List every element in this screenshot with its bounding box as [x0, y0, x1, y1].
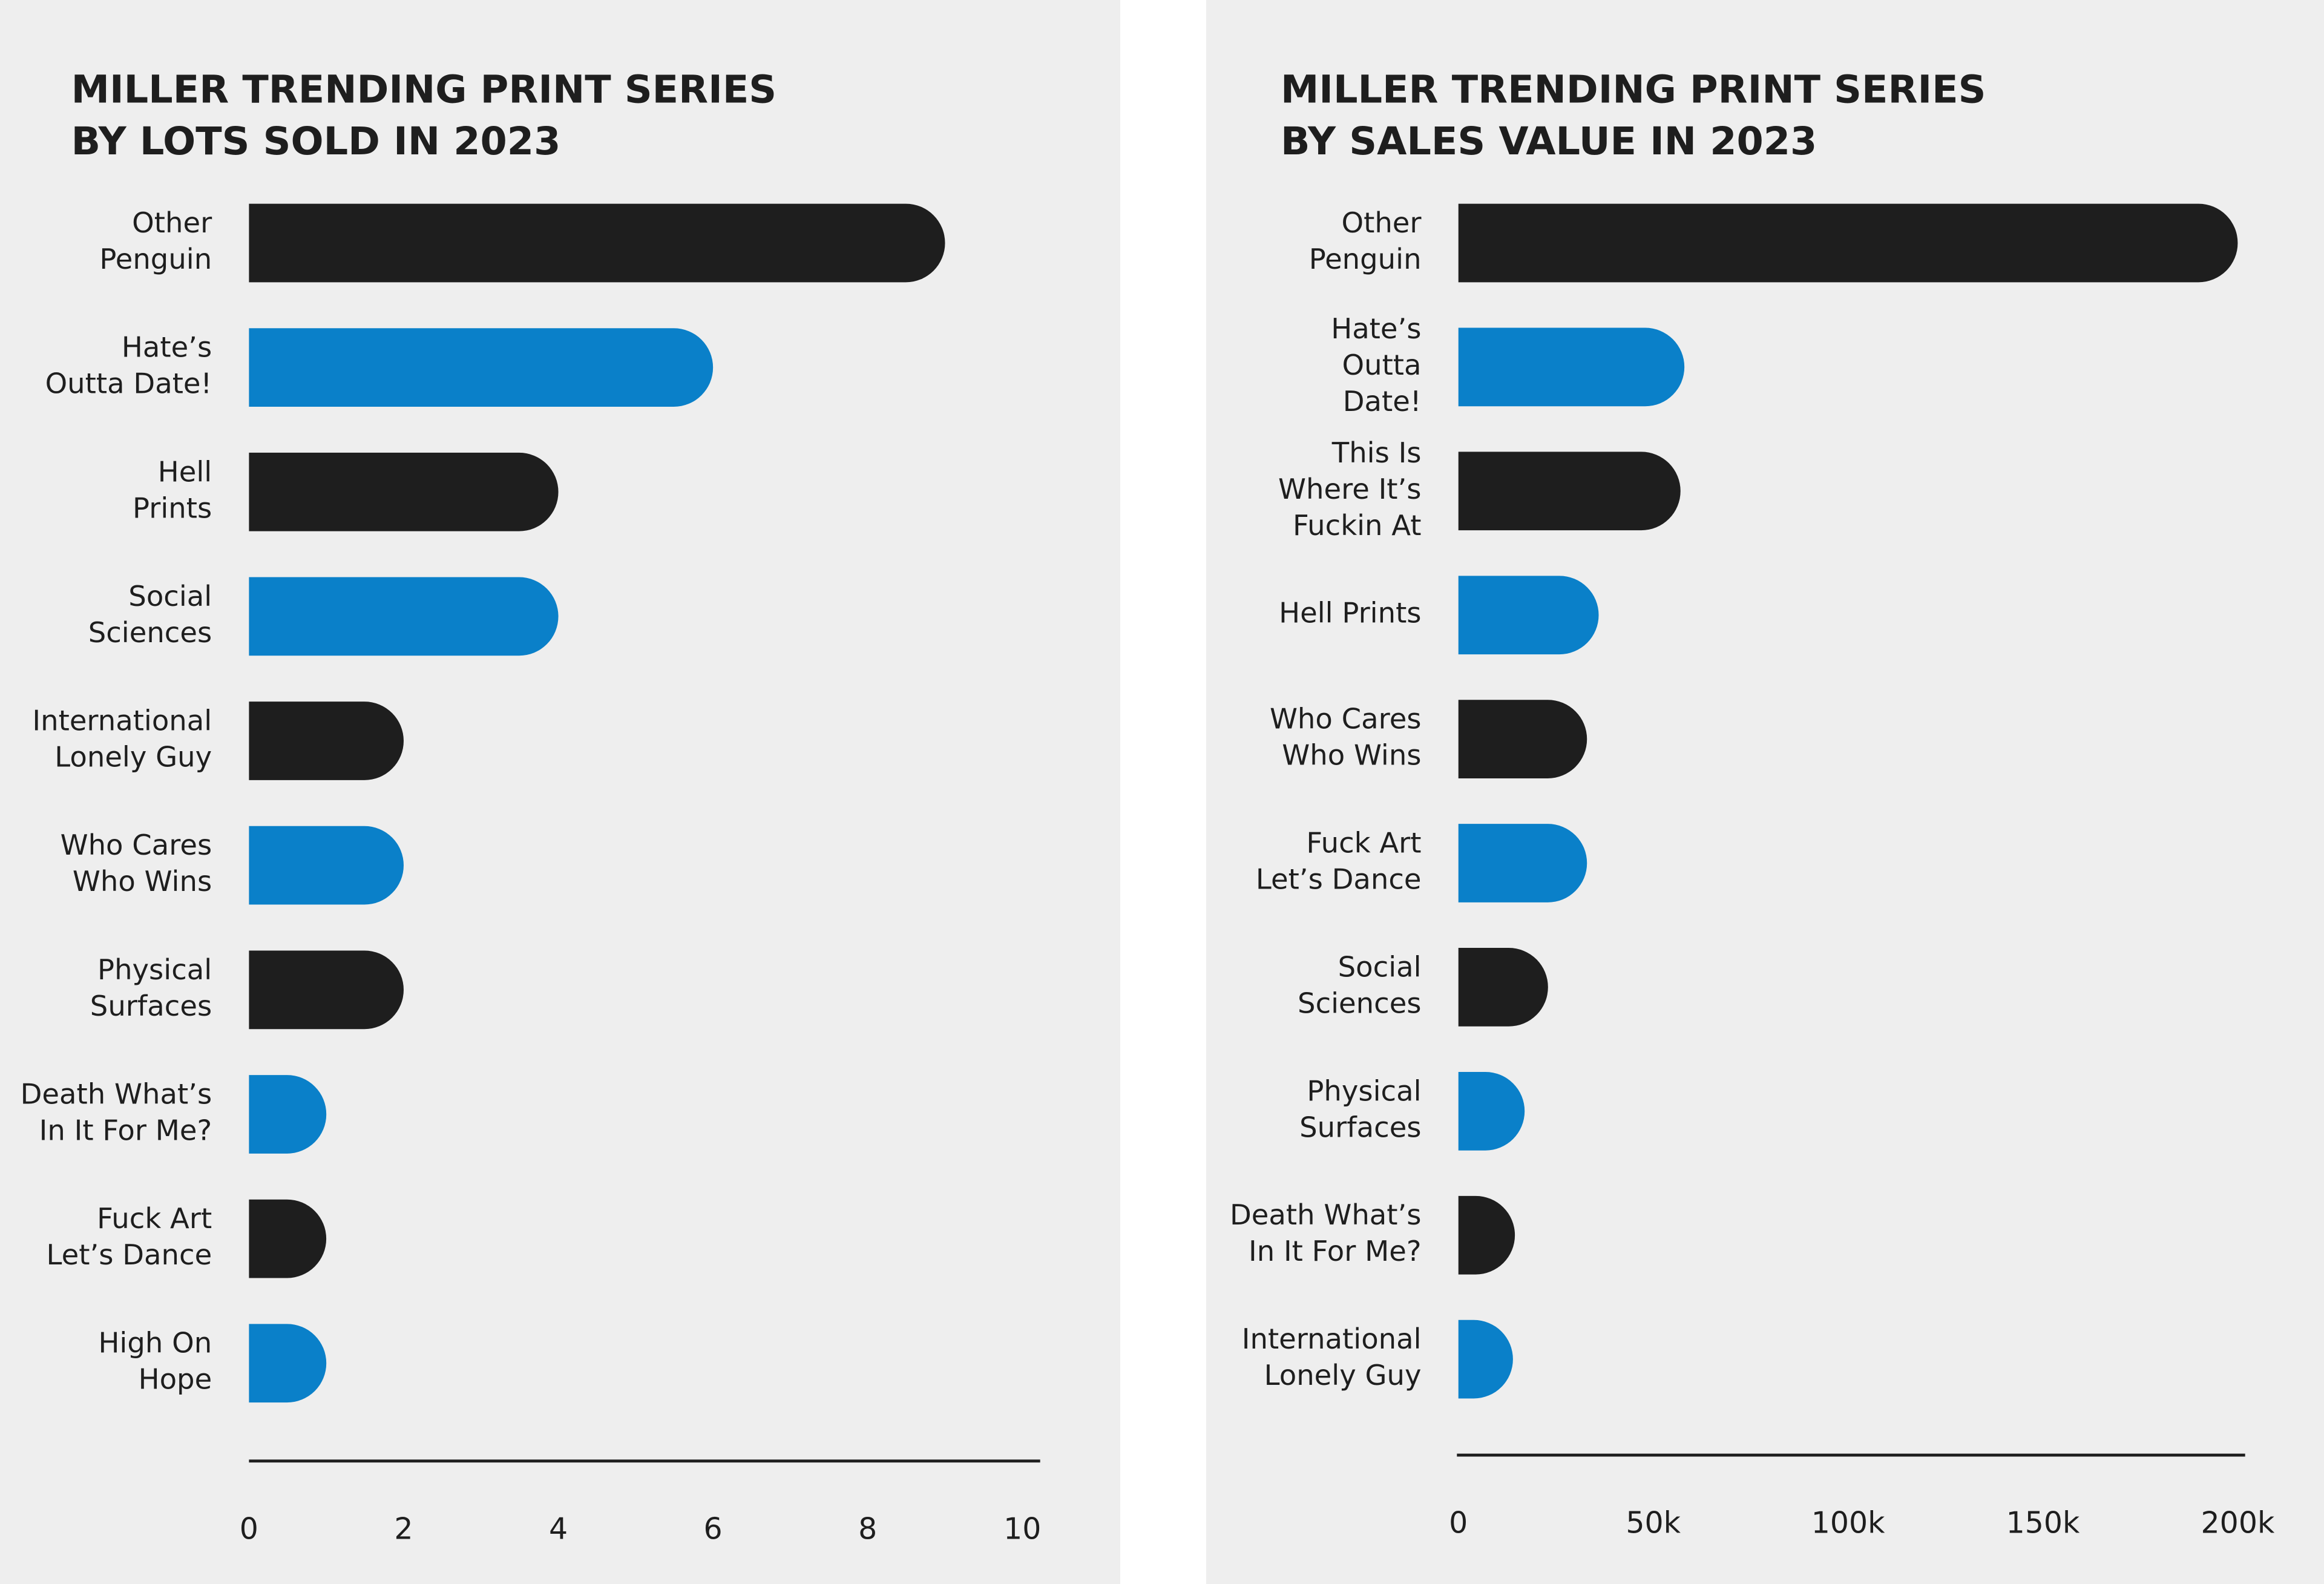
- category-label: Surfaces: [1299, 1111, 1421, 1143]
- bar: [249, 950, 404, 1030]
- category-label: Social: [128, 580, 212, 613]
- x-tick-label: 4: [549, 1511, 568, 1546]
- category-label: Physical: [97, 953, 212, 986]
- category-label: Outta Date!: [45, 367, 212, 400]
- category-label: Hope: [139, 1363, 212, 1396]
- bar: [1458, 327, 1685, 407]
- category-label: Who Cares: [61, 829, 212, 861]
- category-label: Who Wins: [1282, 739, 1421, 772]
- bar: [1458, 576, 1599, 655]
- category-label: Who Wins: [73, 865, 212, 898]
- category-label: Outta: [1342, 349, 1422, 381]
- x-tick-label: 0: [1449, 1506, 1468, 1540]
- category-label: This Is: [1331, 436, 1422, 469]
- x-tick-label: 10: [1003, 1511, 1041, 1546]
- x-tick-label: 50k: [1626, 1506, 1681, 1540]
- category-label: Lonely Guy: [1264, 1359, 1422, 1392]
- chart-title: BY LOTS SOLD IN 2023: [71, 119, 561, 164]
- category-label: Fuck Art: [1306, 827, 1421, 859]
- bar: [1458, 1195, 1515, 1275]
- category-label: Death What’s: [21, 1077, 212, 1110]
- category-label: Lonely Guy: [54, 741, 212, 774]
- bar: [249, 577, 559, 656]
- bar: [1458, 203, 2238, 283]
- bar: [249, 1199, 327, 1278]
- bar: [249, 702, 404, 780]
- category-label: Fuckin At: [1293, 509, 1422, 542]
- category-label: Hell Prints: [1279, 597, 1421, 629]
- x-tick-label: 8: [858, 1511, 877, 1546]
- chart-title: MILLER TRENDING PRINT SERIES: [1281, 67, 1986, 112]
- chart-panel: MILLER TRENDING PRINT SERIES BY LOTS SOLD…: [0, 0, 1120, 1584]
- bar: [249, 452, 559, 531]
- category-label: Death What’s: [1230, 1198, 1422, 1231]
- bar: [249, 826, 404, 905]
- x-tick-label: 2: [394, 1511, 413, 1546]
- bar: [249, 1075, 327, 1154]
- category-label: Sciences: [1298, 987, 1421, 1019]
- category-label: Date!: [1343, 385, 1422, 418]
- x-tick-label: 150k: [2006, 1506, 2080, 1540]
- category-label: Penguin: [1309, 243, 1422, 275]
- x-tick-label: 100k: [1811, 1506, 1885, 1540]
- category-label: Let’s Dance: [1256, 863, 1422, 895]
- category-label: Physical: [1307, 1074, 1421, 1107]
- x-tick-label: 0: [240, 1511, 258, 1546]
- bar: [1458, 1071, 1525, 1151]
- bar: [1458, 700, 1587, 778]
- bar: [1458, 452, 1681, 531]
- category-label: Prints: [133, 491, 212, 524]
- category-label: Surfaces: [90, 990, 212, 1022]
- category-label: Sciences: [88, 616, 212, 649]
- category-label: Where It’s: [1278, 473, 1422, 505]
- category-label: Other: [1342, 206, 1422, 239]
- category-label: In It For Me?: [1249, 1235, 1422, 1267]
- chart-panel: MILLER TRENDING PRINT SERIES BY SALES VAL…: [1206, 0, 2324, 1584]
- chart-title: MILLER TRENDING PRINT SERIES: [71, 67, 777, 112]
- category-label: Hate’s: [122, 331, 212, 364]
- bar: [1458, 1319, 1513, 1399]
- bar: [249, 328, 714, 407]
- x-tick-label: 200k: [2201, 1506, 2275, 1540]
- category-label: Penguin: [99, 243, 212, 275]
- category-label: Hate’s: [1331, 312, 1421, 345]
- bar: [1458, 948, 1548, 1027]
- category-label: High On: [98, 1327, 212, 1359]
- category-label: International: [1242, 1323, 1422, 1355]
- category-label: Let’s Dance: [47, 1238, 212, 1271]
- bar: [1458, 824, 1587, 902]
- bar: [249, 1324, 327, 1403]
- category-label: Social: [1338, 950, 1422, 983]
- category-label: International: [32, 705, 212, 737]
- bar: [249, 203, 945, 283]
- category-label: Who Cares: [1270, 703, 1422, 735]
- category-label: Other: [132, 206, 212, 239]
- category-label: In It For Me?: [39, 1114, 212, 1146]
- category-label: Hell: [158, 455, 212, 488]
- x-tick-label: 6: [704, 1511, 723, 1546]
- category-label: Fuck Art: [97, 1202, 212, 1235]
- chart-title: BY SALES VALUE IN 2023: [1281, 119, 1817, 164]
